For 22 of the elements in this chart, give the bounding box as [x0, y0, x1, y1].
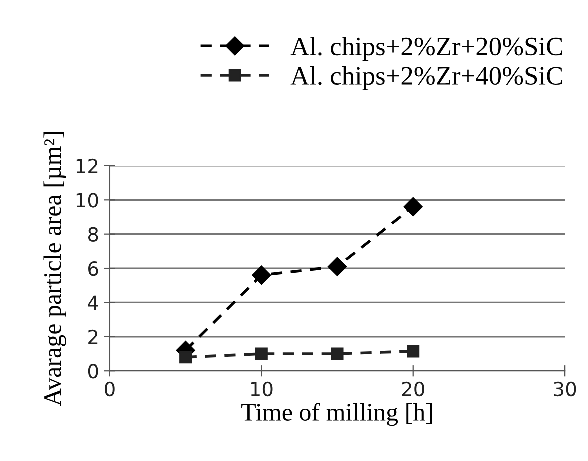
legend-label: Al. chips+2%Zr+40%SiC	[290, 66, 562, 90]
y-tick-label: 0	[88, 364, 98, 379]
x-tick-label: 10	[251, 382, 273, 397]
y-tick-label: 10	[76, 193, 98, 208]
x-tick-label: 0	[105, 382, 115, 397]
y-tick-label: 2	[88, 330, 98, 344]
point	[328, 257, 348, 276]
y-tick-label: 12	[76, 158, 98, 174]
point	[252, 266, 272, 285]
point	[404, 197, 423, 217]
x-axis-title: Time of milling [h]	[242, 403, 432, 426]
y-tick-label: 6	[88, 261, 98, 276]
y-tick-label: 4	[88, 296, 98, 310]
y-tick-label: 8	[88, 227, 98, 242]
x-tick-label: 30	[554, 382, 576, 397]
point	[331, 348, 344, 360]
point	[407, 345, 420, 358]
point	[180, 351, 192, 364]
point	[255, 348, 268, 360]
x-tick-label: 20	[402, 382, 424, 397]
y-axis-title: Avarage particle area [µm²]	[44, 132, 66, 406]
legend-label: Al. chips+2%Zr+20%SiC	[290, 37, 562, 62]
